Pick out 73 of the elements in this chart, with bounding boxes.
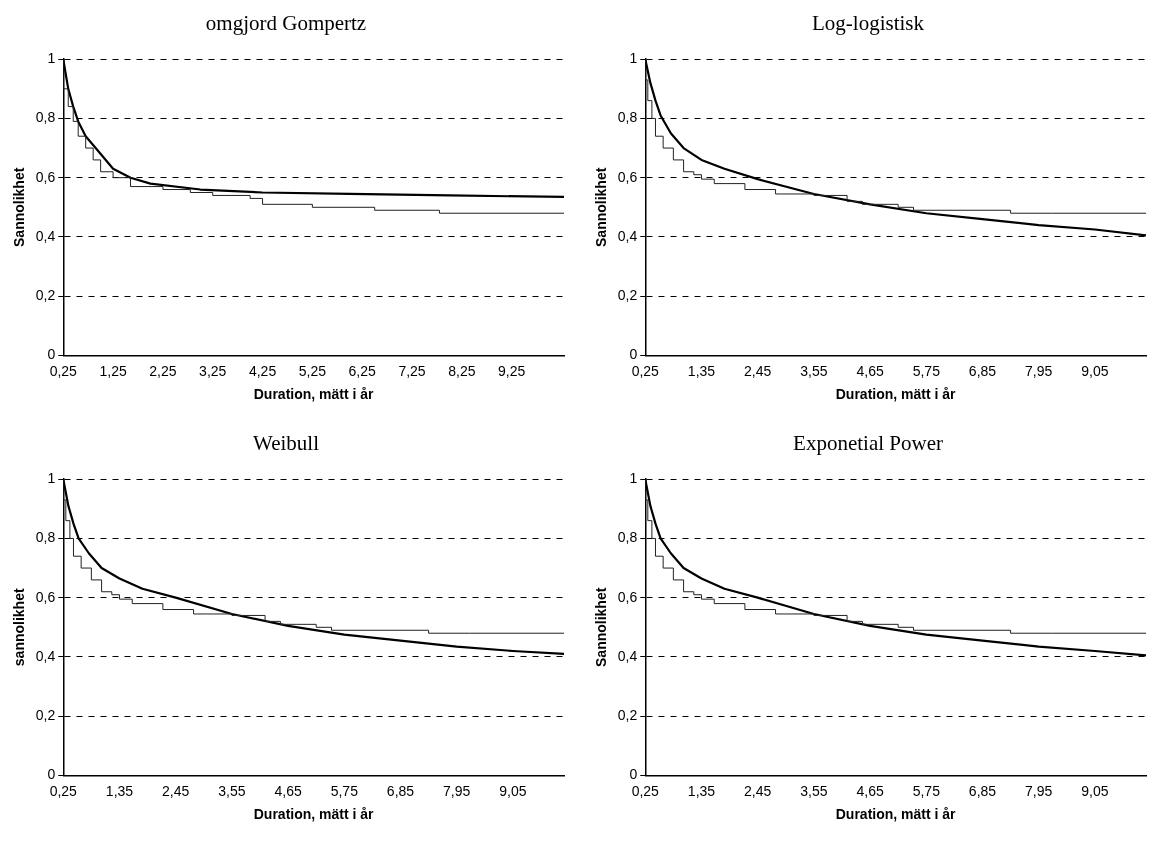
chart-title: omgjord Gompertz xyxy=(205,11,367,36)
y-axis-title: Sannolikhet xyxy=(11,167,28,247)
y-tick-label: 0,2 xyxy=(35,287,56,304)
y-tick-label: 0,2 xyxy=(35,707,56,724)
x-tick-label: 3,55 xyxy=(218,782,246,799)
y-axis-title: Sannolikhet xyxy=(593,587,610,667)
x-tick-label: 8,25 xyxy=(448,362,476,379)
x-axis-title: Duration, mätt i år xyxy=(835,806,957,823)
y-tick-label: 1 xyxy=(47,470,56,487)
x-tick-label: 5,75 xyxy=(912,782,941,799)
y-tick-label: 1 xyxy=(47,50,56,67)
y-tick-label: 0 xyxy=(629,346,638,363)
x-tick-label: 7,95 xyxy=(1025,782,1053,799)
chart-title: Weibull xyxy=(253,431,320,456)
x-tick-label: 7,95 xyxy=(1025,362,1053,379)
y-axis-title: Sannolikhet xyxy=(593,167,610,247)
x-tick-label: 7,25 xyxy=(398,362,426,379)
y-tick-label: 0,8 xyxy=(617,529,638,546)
chart-title: Exponetial Power xyxy=(793,431,943,456)
x-tick-label: 1,35 xyxy=(687,782,716,799)
x-tick-label: 4,65 xyxy=(274,782,302,799)
x-tick-label: 9,05 xyxy=(1081,782,1109,799)
x-tick-label: 4,25 xyxy=(248,362,277,379)
x-tick-label: 0,25 xyxy=(631,782,660,799)
y-tick-label: 0,8 xyxy=(35,109,56,126)
x-tick-label: 3,55 xyxy=(800,782,828,799)
y-tick-label: 0,6 xyxy=(617,588,638,605)
x-axis-title: Duration, mätt i år xyxy=(253,806,375,823)
x-tick-label: 9,25 xyxy=(498,362,526,379)
x-tick-label: 5,75 xyxy=(330,782,359,799)
x-tick-label: 1,35 xyxy=(105,782,134,799)
x-tick-label: 1,35 xyxy=(687,362,716,379)
x-tick-label: 2,45 xyxy=(744,362,772,379)
x-tick-label: 3,25 xyxy=(199,362,227,379)
y-tick-label: 0,4 xyxy=(617,227,638,244)
y-tick-label: 0,6 xyxy=(617,168,638,185)
x-tick-label: 0,25 xyxy=(49,362,78,379)
y-tick-label: 0,8 xyxy=(617,109,638,126)
y-tick-label: 1 xyxy=(629,470,638,487)
x-tick-label: 0,25 xyxy=(49,782,78,799)
y-tick-label: 0,2 xyxy=(617,287,638,304)
x-tick-label: 6,85 xyxy=(968,362,997,379)
x-tick-label: 5,25 xyxy=(298,362,327,379)
y-tick-label: 1 xyxy=(629,50,638,67)
y-tick-label: 0,6 xyxy=(35,588,56,605)
x-tick-label: 2,45 xyxy=(744,782,772,799)
x-tick-label: 4,65 xyxy=(856,362,884,379)
x-tick-label: 2,25 xyxy=(149,362,177,379)
x-tick-label: 4,65 xyxy=(856,782,884,799)
chart-title: Log-logistisk xyxy=(811,11,925,36)
x-axis-title: Duration, mätt i år xyxy=(835,386,957,403)
y-tick-label: 0,2 xyxy=(617,707,638,724)
y-axis-title: sannolikhet xyxy=(11,588,28,667)
x-tick-label: 2,45 xyxy=(162,782,190,799)
y-tick-label: 0,4 xyxy=(35,647,56,664)
x-axis-title: Duration, mätt i år xyxy=(253,386,375,403)
y-tick-label: 0,4 xyxy=(617,647,638,664)
x-tick-label: 7,95 xyxy=(443,782,471,799)
y-tick-label: 0,6 xyxy=(35,168,56,185)
x-tick-label: 6,25 xyxy=(348,362,377,379)
x-tick-label: 6,85 xyxy=(386,782,415,799)
y-tick-label: 0,8 xyxy=(35,529,56,546)
x-tick-label: 0,25 xyxy=(631,362,660,379)
x-tick-label: 6,85 xyxy=(968,782,997,799)
y-tick-label: 0 xyxy=(47,766,56,783)
y-tick-label: 0,4 xyxy=(35,227,56,244)
x-tick-label: 9,05 xyxy=(1081,362,1109,379)
x-tick-label: 3,55 xyxy=(800,362,828,379)
x-tick-label: 1,25 xyxy=(99,362,127,379)
y-tick-label: 0 xyxy=(47,346,56,363)
x-tick-label: 9,05 xyxy=(499,782,527,799)
y-tick-label: 0 xyxy=(629,766,638,783)
x-tick-label: 5,75 xyxy=(912,362,941,379)
